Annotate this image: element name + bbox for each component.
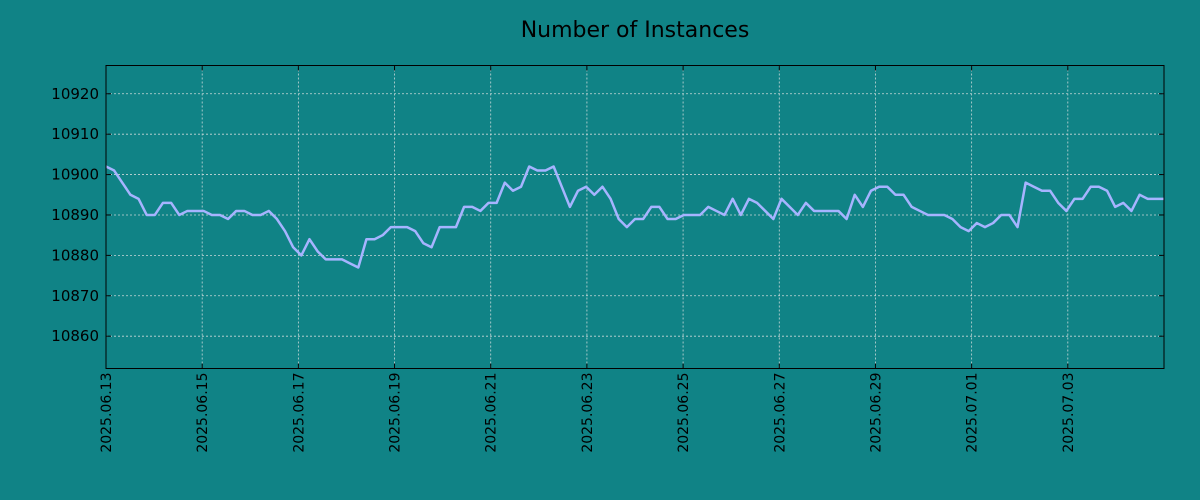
grid-lines [106, 65, 1164, 369]
series-group [105, 165, 1164, 269]
x-tick-label: 2025.06.23 [580, 373, 596, 453]
y-tick-label: 10870 [51, 287, 99, 305]
x-tick-label: 2025.06.19 [388, 373, 404, 453]
y-tick-label: 10910 [51, 125, 99, 143]
x-tick-label: 2025.06.13 [99, 373, 115, 453]
y-tick-label: 10920 [51, 85, 99, 103]
y-tick-label: 10860 [51, 327, 99, 345]
x-tick-label: 2025.06.17 [291, 373, 307, 453]
chart-title: Number of Instances [521, 18, 750, 43]
x-tick-label: 2025.06.15 [195, 373, 211, 453]
x-tick-label: 2025.06.27 [772, 373, 788, 453]
series-line [105, 165, 1164, 269]
x-axis: 2025.06.13 2025.06.15 2025.06.17 2025.06.19… [99, 65, 1077, 453]
plot-frame [105, 65, 1165, 369]
x-tick-label: 2025.06.25 [676, 373, 692, 453]
x-tick-label: 2025.06.29 [868, 373, 884, 453]
y-tick-label: 10890 [51, 206, 99, 224]
y-tick-label: 10880 [51, 246, 99, 264]
y-tick-label: 10900 [51, 166, 99, 184]
x-tick-label: 2025.06.21 [484, 373, 500, 453]
x-tick-label: 2025.07.01 [965, 373, 981, 453]
x-tick-label: 2025.07.03 [1061, 373, 1077, 453]
y-axis: 10860 10870 10880 10890 10900 10910 10920 [51, 85, 1164, 345]
